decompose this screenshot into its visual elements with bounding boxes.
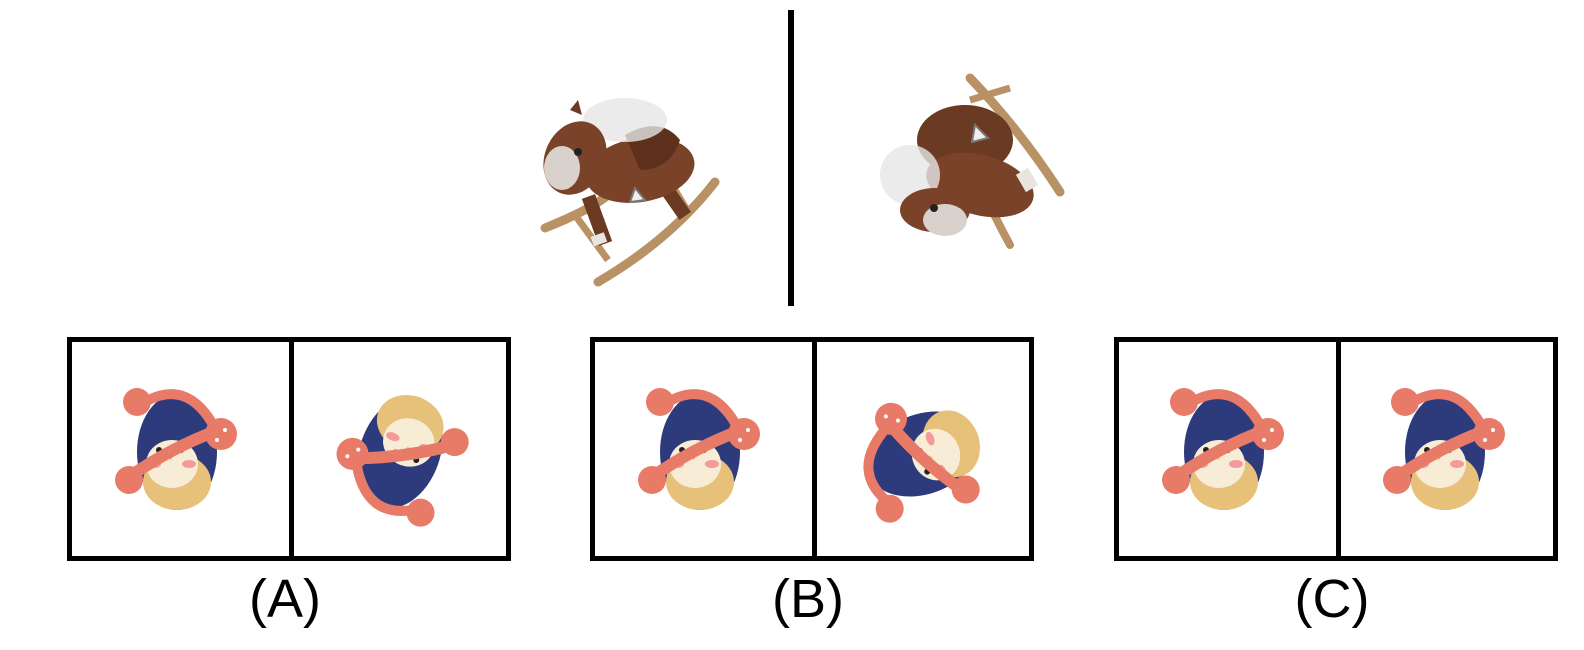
option-a-separator: [289, 342, 294, 556]
option-a-label: (A): [249, 569, 321, 629]
option-c-right-view: [1341, 342, 1553, 556]
option-b-panel[interactable]: [590, 337, 1034, 561]
option-b-separator: [812, 342, 817, 556]
option-c-separator: [1336, 342, 1341, 556]
option-a-right-view: [294, 342, 506, 556]
option-c-left-view: [1119, 342, 1336, 556]
option-a-panel[interactable]: [67, 337, 511, 561]
option-b-label: (B): [772, 569, 844, 629]
option-b-left-view: [595, 342, 812, 556]
vertical-divider: [788, 10, 794, 306]
rocking-horse-rotated-image: [880, 73, 1065, 249]
option-c-panel[interactable]: [1114, 337, 1558, 561]
option-a-left-view: [72, 342, 289, 556]
rocking-horse-reference-image: [540, 98, 720, 287]
option-b-right-view: [817, 342, 1029, 556]
option-c-label: (C): [1294, 569, 1370, 629]
